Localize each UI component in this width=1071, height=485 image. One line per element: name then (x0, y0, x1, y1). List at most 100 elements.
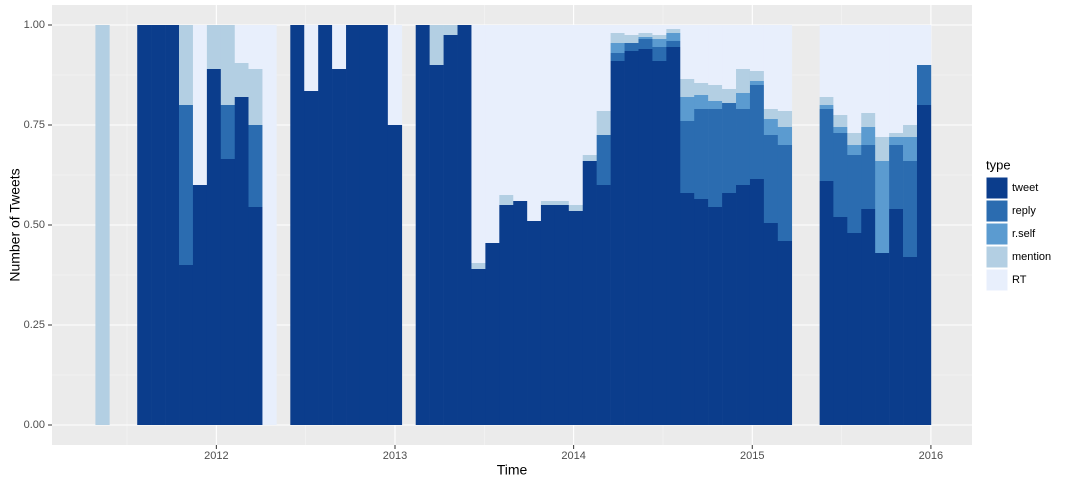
bar-segment (666, 29, 681, 33)
bar-segment (499, 205, 514, 425)
bar-segment (554, 205, 570, 425)
bar-segment (248, 25, 263, 69)
bar-segment (722, 25, 737, 89)
axes: 0.00 0.25 0.50 0.75 1.00 2012 2013 2014 2015 2016 (24, 19, 944, 462)
bar-segment (179, 265, 194, 425)
bar-segment (666, 25, 681, 29)
bar-segment (680, 121, 695, 193)
bar-segment (777, 25, 793, 111)
bar-segment (220, 159, 236, 425)
bar-segment (903, 257, 918, 425)
legend-key (985, 245, 1009, 269)
bar-segment (708, 109, 723, 207)
bar-segment (722, 193, 737, 425)
bar-segment (903, 125, 918, 137)
bar-segment (666, 33, 681, 41)
bar-segment (777, 111, 793, 127)
y-axis-title: Number of Tweets (7, 168, 23, 281)
bar-segment (819, 105, 834, 109)
bar-segment (513, 201, 528, 425)
bar-segment (916, 65, 932, 105)
bar-segment (763, 223, 779, 425)
bar-segment (875, 137, 890, 161)
bar-segment (736, 69, 751, 93)
bar-segment (471, 263, 486, 269)
bar-segment (638, 49, 653, 425)
bar-segment (179, 105, 194, 265)
y-tick-label: 0.50 (24, 219, 45, 231)
bar-segment (736, 25, 751, 69)
bar-segment (708, 25, 723, 85)
bar-segment (777, 127, 793, 145)
bar-segment (220, 25, 236, 105)
bar-segment (861, 145, 876, 209)
bar-segment (861, 209, 876, 425)
legend-key (985, 199, 1009, 223)
bar-segment (527, 25, 542, 221)
bar-segment (554, 201, 570, 205)
bar-segment (903, 25, 918, 125)
bar-segment (443, 35, 458, 425)
bar-segment (847, 233, 862, 425)
x-tick-label: 2015 (740, 450, 764, 462)
bar-segment (248, 207, 263, 425)
legend-label: tweet (1012, 182, 1038, 194)
bar-segment (847, 145, 862, 155)
bar-segment (763, 109, 779, 119)
y-tick-label: 0.75 (24, 119, 45, 131)
bar-segment (192, 25, 208, 185)
bar-segment (527, 221, 542, 425)
bar-segment (777, 241, 793, 425)
bar-segment (540, 25, 556, 201)
bar-segment (387, 125, 403, 425)
y-tick-label: 0.00 (24, 419, 45, 431)
bar-segment (610, 61, 625, 425)
legend-label: mention (1012, 251, 1051, 263)
bar-segment (304, 91, 319, 425)
bar-segment (777, 145, 793, 241)
bar-segment (248, 69, 263, 125)
bar-segment (179, 25, 194, 105)
bar-segment (471, 269, 486, 425)
bar-segment (889, 209, 904, 425)
bar-segment (819, 97, 834, 105)
bar-segment (833, 217, 848, 425)
bar-segment (694, 95, 709, 109)
bar-segment (763, 25, 779, 109)
legend-label: reply (1012, 205, 1036, 217)
bar-segment (680, 97, 695, 121)
bar-segment (638, 37, 653, 39)
bar-segment (847, 155, 862, 233)
bar-segment (220, 105, 236, 159)
bar-segment (151, 25, 166, 425)
bar-segment (652, 61, 667, 425)
bar-segment (596, 25, 611, 111)
bar-segment (680, 79, 695, 97)
bar-segment (234, 63, 249, 97)
bar-segment (332, 25, 347, 69)
bar-segment (708, 85, 723, 101)
x-tick-label: 2014 (561, 450, 585, 462)
x-axis-title: Time (497, 462, 528, 478)
bar-segment (95, 25, 110, 425)
bar-segment (610, 25, 625, 33)
bar-segment (861, 127, 876, 145)
bar-segment (652, 25, 667, 35)
bar-segment (833, 133, 848, 217)
bar-segment (415, 25, 430, 425)
bar-segment (819, 109, 834, 181)
bar-segment (916, 105, 932, 425)
bar-segment (638, 25, 653, 33)
bar-segment (763, 135, 779, 223)
bar-segment (624, 25, 639, 35)
bar-segment (624, 51, 639, 425)
bar-segment (206, 69, 222, 425)
bar-segment (819, 181, 834, 425)
bar-segment (248, 125, 263, 207)
bar-segment (234, 97, 249, 425)
bar-segment (137, 25, 152, 425)
bar-segment (596, 135, 611, 185)
bar-segment (749, 179, 765, 425)
bar-segment (847, 25, 862, 133)
